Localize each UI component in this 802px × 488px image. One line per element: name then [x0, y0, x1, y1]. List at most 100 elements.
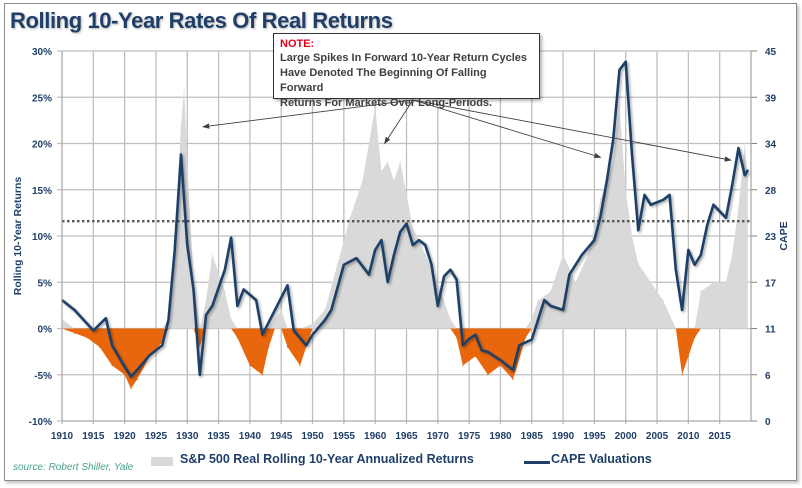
axes: -10% -5% 0% 5% 10% 15% 20% 25% 30% 0 6 11 17 23 28 34 39… [29, 47, 777, 442]
cape-point [355, 257, 358, 260]
returns-point [205, 300, 207, 302]
returns-point [449, 318, 451, 320]
cape-point [649, 203, 652, 206]
returns-point [412, 226, 414, 228]
returns-point [387, 161, 389, 163]
cape-point [324, 319, 326, 321]
returns-point [681, 374, 683, 376]
cape-point [718, 210, 721, 213]
cape-point [386, 281, 389, 283]
cape-point [186, 244, 189, 246]
x-tick-label: 1915 [82, 431, 105, 442]
returns-point [124, 374, 126, 376]
cape-point [111, 344, 113, 347]
y2-tick-label: 11 [765, 325, 776, 336]
cape-point [599, 214, 602, 217]
annotation-arrow [202, 99, 414, 129]
returns-point [694, 337, 696, 339]
x-tick-label: 1925 [145, 431, 168, 442]
x-tick-label: 2005 [646, 431, 669, 442]
returns-point [612, 161, 614, 163]
cape-point [462, 344, 464, 347]
returns-point [618, 105, 621, 108]
returns-point [744, 142, 746, 145]
returns-point [230, 318, 232, 320]
chart-title: Rolling 10-Year Rates Of Real Returns [10, 8, 393, 33]
annotation-arrows [202, 99, 732, 162]
returns-point [111, 364, 113, 367]
returns-point [625, 189, 627, 191]
returns-point [731, 253, 733, 256]
returns-point [462, 364, 464, 367]
cape-point [236, 305, 239, 307]
returns-point [324, 309, 326, 311]
returns-point [249, 364, 251, 367]
cape-point [562, 309, 564, 311]
y-tick-label: 10% [32, 232, 52, 243]
returns-point [662, 300, 664, 302]
cape-point [311, 333, 314, 336]
x-tick-label: 1955 [333, 431, 356, 442]
cape-point [73, 309, 76, 311]
cape-point [274, 309, 276, 311]
cape-point [405, 222, 408, 225]
cape-point [211, 305, 214, 307]
cape-point [530, 338, 533, 341]
returns-point [311, 323, 314, 325]
cape-point [480, 349, 483, 352]
annotation-line: Have Denoted The Beginning Of Falling Fo… [280, 67, 487, 94]
cape-point [411, 244, 414, 246]
returns-point [224, 290, 226, 293]
y2-tick-label: 17 [765, 278, 777, 289]
returns-point [380, 170, 383, 172]
y2-tick-label: 23 [765, 232, 777, 243]
cape-point [518, 344, 521, 347]
cape-point [192, 288, 195, 291]
y-axis-label: Rolling 10-Year Returns [12, 177, 24, 296]
returns-point [725, 281, 727, 283]
cape-point [731, 184, 734, 186]
cape-point [343, 263, 345, 266]
cape-point [468, 337, 470, 340]
x-tick-label: 1990 [552, 431, 575, 442]
returns-point [512, 378, 514, 380]
y2-tick-label: 45 [765, 47, 777, 58]
returns-point [286, 346, 289, 348]
returns-point [524, 337, 527, 339]
cape-point [105, 317, 107, 320]
cape-point [725, 217, 727, 219]
legend-label-cape: CAPE Valuations [551, 452, 652, 466]
y2-tick-label: 28 [765, 186, 777, 197]
returns-point [600, 198, 602, 200]
cape-point [662, 199, 665, 201]
returns-point [349, 216, 351, 219]
cape-point [618, 69, 621, 71]
cape-point [606, 179, 608, 181]
annotation-note: NOTE: Large Spikes In Forward 10-Year Re… [273, 33, 540, 109]
cape-point [687, 249, 690, 251]
cape-point [123, 365, 126, 368]
cape-point [374, 249, 376, 251]
returns-point [637, 263, 639, 265]
cape-point [549, 305, 552, 307]
cape-point [130, 375, 132, 378]
x-tick-label: 2015 [709, 431, 732, 442]
returns-point [399, 161, 401, 163]
x-tick-label: 1965 [395, 431, 418, 442]
cape-point [700, 254, 702, 256]
returns-point [700, 290, 702, 293]
legend-label-returns: S&P 500 Real Rolling 10-Year Annualized … [180, 452, 474, 466]
cape-point [261, 333, 264, 336]
cape-point [255, 299, 257, 301]
returns-point [268, 346, 270, 348]
annotation-heading: NOTE: [280, 38, 315, 50]
y-tick-label: 0% [38, 325, 53, 336]
cape-point [136, 369, 138, 371]
x-tick-label: 2000 [615, 431, 638, 442]
cape-point [474, 333, 477, 336]
cape-point [399, 231, 402, 233]
cape-point [330, 309, 333, 311]
cape-point [443, 275, 445, 278]
cape-point [161, 344, 164, 347]
cape-point [637, 229, 640, 232]
